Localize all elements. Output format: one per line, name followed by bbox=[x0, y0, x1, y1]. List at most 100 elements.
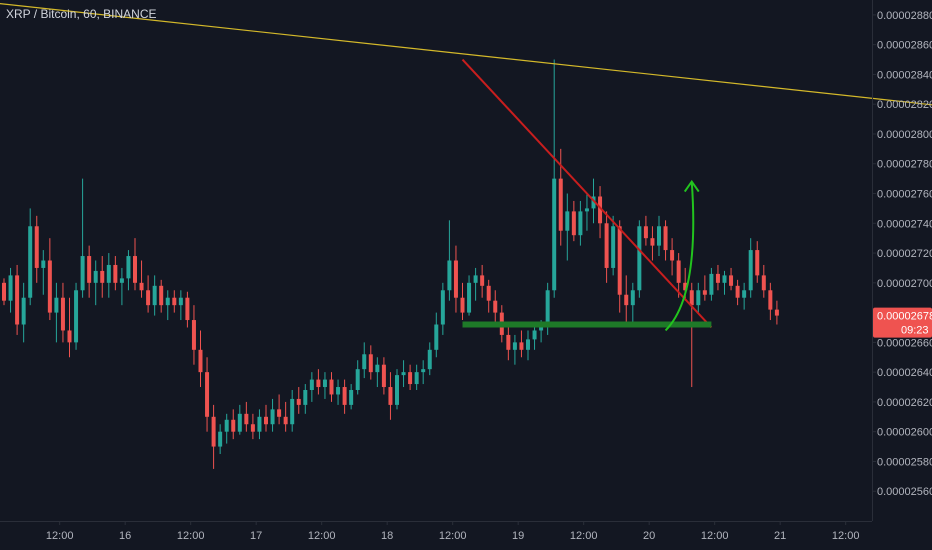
red-resistance-trendline[interactable] bbox=[461, 58, 713, 329]
candle-body bbox=[440, 290, 445, 325]
candle bbox=[519, 330, 524, 358]
candles-layer bbox=[2, 59, 779, 469]
candle bbox=[231, 409, 236, 440]
price-axis-label: 0.00002640 bbox=[877, 367, 932, 379]
candle-body bbox=[630, 290, 635, 306]
candle bbox=[663, 220, 668, 261]
candle bbox=[100, 256, 105, 298]
candle-body bbox=[139, 282, 144, 291]
candle-body bbox=[28, 226, 33, 298]
candle bbox=[526, 330, 530, 361]
candle bbox=[28, 208, 33, 306]
candle-body bbox=[748, 250, 753, 291]
candle-body bbox=[617, 226, 622, 295]
candle-body bbox=[709, 273, 714, 295]
time-axis[interactable]: 1512:001612:001712:001812:001912:002012:… bbox=[0, 521, 859, 542]
candle-body bbox=[80, 256, 85, 291]
candle bbox=[329, 372, 334, 402]
candle bbox=[715, 264, 720, 291]
candle-body bbox=[598, 196, 603, 224]
candle bbox=[87, 245, 92, 298]
time-axis-label: 12:00 bbox=[832, 530, 860, 542]
candle-body bbox=[34, 226, 39, 268]
candle-body bbox=[277, 409, 282, 417]
candle-body bbox=[119, 278, 124, 283]
candle-body bbox=[414, 372, 419, 385]
candle-body bbox=[722, 275, 727, 283]
candle-body bbox=[198, 349, 203, 373]
candle bbox=[172, 290, 177, 313]
time-axis-label: 19 bbox=[512, 530, 524, 542]
yellow-trendline[interactable] bbox=[0, 3, 932, 107]
candle bbox=[93, 260, 98, 306]
candle bbox=[408, 364, 413, 391]
candle bbox=[178, 290, 183, 321]
candle-body bbox=[650, 238, 655, 246]
price-axis-label: 0.00002860 bbox=[877, 40, 932, 52]
price-axis-label: 0.00002800 bbox=[877, 129, 932, 141]
candle bbox=[106, 253, 111, 298]
candle bbox=[467, 275, 472, 316]
candle bbox=[643, 215, 648, 246]
candle bbox=[290, 390, 295, 432]
candle-body bbox=[87, 256, 92, 283]
candle bbox=[21, 282, 26, 343]
candle-body bbox=[224, 419, 229, 432]
candle bbox=[270, 398, 275, 432]
candle bbox=[657, 215, 661, 257]
candle-body bbox=[702, 290, 707, 295]
candle-body bbox=[512, 342, 517, 350]
candle bbox=[565, 193, 570, 261]
candle bbox=[375, 357, 380, 388]
candle-body bbox=[689, 290, 694, 306]
candle-body bbox=[316, 379, 321, 388]
time-axis-label: 18 bbox=[381, 530, 393, 542]
candle bbox=[47, 238, 52, 321]
candle-body bbox=[296, 398, 301, 405]
candle bbox=[244, 401, 249, 432]
candle bbox=[54, 282, 59, 343]
candle-countdown-label: 09:23 bbox=[901, 325, 929, 337]
price-axis[interactable]: 0.00002560 0.00002580 0.00002600 0.00002620… bbox=[872, 10, 932, 498]
candle bbox=[322, 372, 327, 399]
candle-body bbox=[15, 275, 20, 325]
candle-body bbox=[185, 297, 190, 321]
candle bbox=[309, 372, 314, 402]
candle-body bbox=[381, 364, 386, 388]
candle-body bbox=[486, 285, 491, 301]
last-price-label: 0.00002678 bbox=[877, 311, 932, 323]
candle-body bbox=[552, 178, 557, 291]
candle bbox=[74, 282, 79, 350]
symbol-title: XRP / Bitcoin, 60, BINANCE bbox=[6, 7, 157, 21]
candle bbox=[277, 394, 282, 425]
candle-body bbox=[427, 349, 432, 370]
candle bbox=[139, 260, 144, 298]
price-axis-label: 0.00002820 bbox=[877, 99, 932, 111]
candle-body bbox=[205, 372, 210, 417]
candle-body bbox=[106, 264, 111, 283]
time-axis-label: 20 bbox=[643, 530, 655, 542]
time-axis-label: 12:00 bbox=[570, 530, 598, 542]
candle-body bbox=[2, 282, 6, 301]
candle-body bbox=[473, 275, 478, 283]
candle-body bbox=[54, 297, 59, 313]
candle-body bbox=[768, 290, 773, 310]
candle-body bbox=[545, 290, 550, 328]
candle-body bbox=[604, 223, 609, 268]
candle bbox=[224, 413, 229, 444]
candle bbox=[80, 178, 85, 298]
candle bbox=[709, 267, 714, 301]
candle-body bbox=[165, 297, 170, 306]
candle bbox=[283, 401, 288, 432]
candle-body bbox=[113, 264, 118, 283]
price-axis-label: 0.00002740 bbox=[877, 218, 932, 230]
candle-body bbox=[303, 390, 308, 405]
price-axis-label: 0.00002760 bbox=[877, 189, 932, 201]
green-arrow-curve[interactable] bbox=[664, 181, 695, 332]
candle-body bbox=[329, 379, 334, 395]
candle-body bbox=[539, 327, 544, 331]
candle-body bbox=[283, 416, 288, 425]
